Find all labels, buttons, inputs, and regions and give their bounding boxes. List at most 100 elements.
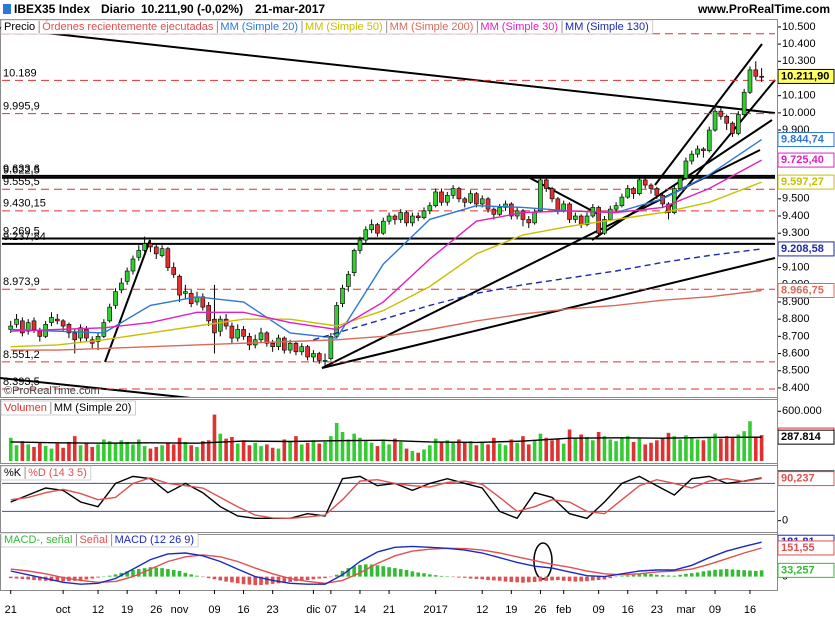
legend-background [0, 465, 92, 481]
histogram-bar [259, 576, 263, 585]
candle-body [404, 212, 409, 224]
histogram-bar [724, 569, 729, 577]
volume-bar [235, 443, 240, 461]
volume-bar [689, 437, 694, 461]
legend-label: %K [4, 467, 22, 479]
candle-body [392, 215, 398, 220]
histogram-bar [556, 576, 560, 581]
x-tick-label: dic [306, 604, 321, 616]
candle-body [549, 188, 555, 200]
volume-bar [561, 443, 566, 461]
volume-bar [369, 442, 374, 461]
volume-bar [538, 433, 543, 461]
candle-body [706, 129, 712, 151]
legend: Volumen MM (Simple 20) [0, 400, 136, 416]
histogram-bar [334, 574, 339, 577]
histogram-bar [573, 576, 578, 582]
panel [8, 414, 764, 461]
volume-bar [497, 443, 502, 461]
candle-body [334, 305, 339, 337]
volume-bar [294, 436, 298, 461]
value-marker-label: 9.597,27 [781, 176, 824, 188]
volume-bar [32, 446, 36, 461]
level-label: 9.995,9 [3, 100, 40, 112]
volume-bar [620, 437, 624, 461]
volume-bar [201, 441, 205, 461]
candle-body [456, 188, 462, 200]
header-site: www.ProRealTime.com [697, 2, 830, 16]
x-tick-label: 09 [208, 604, 220, 616]
histogram-bar [171, 570, 176, 577]
histogram-bar [620, 576, 624, 577]
volume-bar [107, 441, 112, 461]
volume-bar [707, 436, 712, 461]
candle-body [398, 212, 404, 220]
x-tick-label: mar [676, 604, 695, 616]
histogram-bar [509, 576, 514, 582]
volume-bar [503, 445, 508, 461]
histogram-bar [282, 576, 287, 583]
x-tick-label: 09 [709, 604, 721, 616]
histogram-bar [404, 570, 409, 577]
candle-body [625, 188, 631, 198]
histogram-bar [428, 574, 432, 577]
histogram-bar [154, 567, 159, 577]
candle-body [421, 210, 427, 219]
candle-body [759, 75, 764, 78]
candle-body [555, 198, 561, 212]
line-series [10, 475, 762, 520]
candle-body [631, 188, 636, 194]
volume-bar [142, 446, 147, 461]
histogram-bar [643, 573, 647, 577]
x-tick-label: 2017 [423, 604, 447, 616]
volume-bar [608, 439, 613, 461]
legend: MACD-, señal Señal MACD (12 26 9) [0, 532, 199, 548]
histogram-bar [748, 570, 752, 577]
y-tick-label: 10.300 [782, 55, 816, 67]
volume-bar [136, 439, 141, 461]
volume-bar [189, 445, 193, 461]
volume-bar [8, 437, 13, 461]
panel [2, 475, 775, 520]
volume-bar [637, 438, 642, 461]
histogram-bar [72, 576, 77, 581]
x-tick-label: 16 [622, 604, 634, 616]
volume-bar [154, 446, 159, 461]
y-tick-label: 8.500 [782, 365, 810, 377]
candle-body [602, 219, 607, 234]
volume-bar [684, 435, 688, 461]
candle-body [410, 215, 415, 224]
candle-body [724, 116, 729, 124]
header-date: 21-mar-2017 [255, 2, 325, 16]
volume-bar [660, 437, 665, 461]
volume-bar [61, 447, 65, 461]
histogram-bar [736, 569, 741, 577]
volume-bar [90, 446, 95, 461]
volume-bar [148, 448, 153, 461]
volume-bar [474, 445, 479, 461]
volume-bar [445, 440, 450, 461]
volume-bar [259, 446, 263, 461]
candle-body [718, 110, 724, 117]
histogram-bar [631, 574, 636, 577]
legend-label: MM (Simple 20) [54, 402, 132, 414]
histogram-bar [480, 576, 485, 580]
volume-bar [352, 433, 356, 461]
histogram-bar [160, 568, 164, 577]
histogram-bar [591, 576, 595, 581]
volume-bar [195, 446, 199, 461]
histogram-bar [550, 576, 554, 581]
candle-body [485, 198, 491, 210]
candle-body [14, 318, 19, 325]
histogram-bar [96, 576, 100, 578]
level-label: 9.622,5 [3, 165, 40, 177]
volume-bar [393, 438, 397, 461]
volume-bar [398, 441, 403, 461]
watermark: ©ProRealTime.com [4, 385, 100, 397]
volume-bar [125, 441, 129, 461]
volume-bar [556, 439, 560, 461]
level-label: 10.189 [3, 67, 37, 79]
histogram-bar [625, 575, 630, 577]
volume-bar [753, 436, 758, 461]
legend-label: MM (Simple 30) [480, 21, 558, 33]
